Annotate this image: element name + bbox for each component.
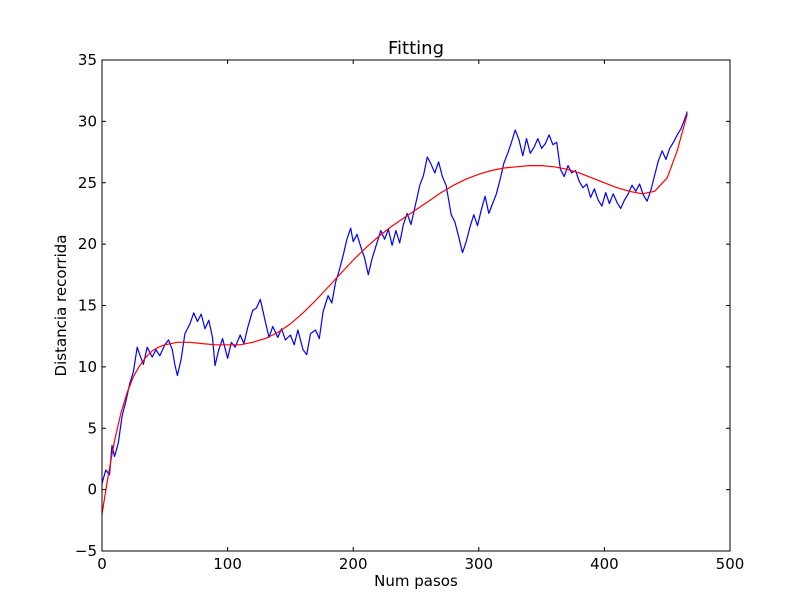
y-axis-ticks: −5 0 5 10 15 20 25 30 35 <box>75 51 730 560</box>
chart-title: Fitting <box>388 38 444 59</box>
y-tick-label: 35 <box>78 51 97 69</box>
y-tick-label: 15 <box>78 297 97 315</box>
x-tick-label: 100 <box>213 555 242 573</box>
series-layer <box>102 111 688 515</box>
x-tick-label: 400 <box>590 555 619 573</box>
y-tick-label: 5 <box>87 419 97 437</box>
y-tick-label: −5 <box>75 542 97 560</box>
x-tick-label: 200 <box>339 555 368 573</box>
series-line-0 <box>102 111 688 484</box>
y-axis-label: Distancia recorrida <box>52 235 70 377</box>
series-line-1 <box>102 113 688 515</box>
x-axis-ticks: 0 100 200 300 400 500 <box>97 60 744 573</box>
x-tick-label: 300 <box>464 555 493 573</box>
y-tick-label: 25 <box>78 174 97 192</box>
y-tick-label: 0 <box>87 481 97 499</box>
y-tick-label: 10 <box>78 358 97 376</box>
x-tick-label: 0 <box>97 555 107 573</box>
y-tick-label: 30 <box>78 112 97 130</box>
x-axis-label: Num pasos <box>374 572 458 590</box>
y-tick-label: 20 <box>78 235 97 253</box>
x-tick-label: 500 <box>716 555 745 573</box>
